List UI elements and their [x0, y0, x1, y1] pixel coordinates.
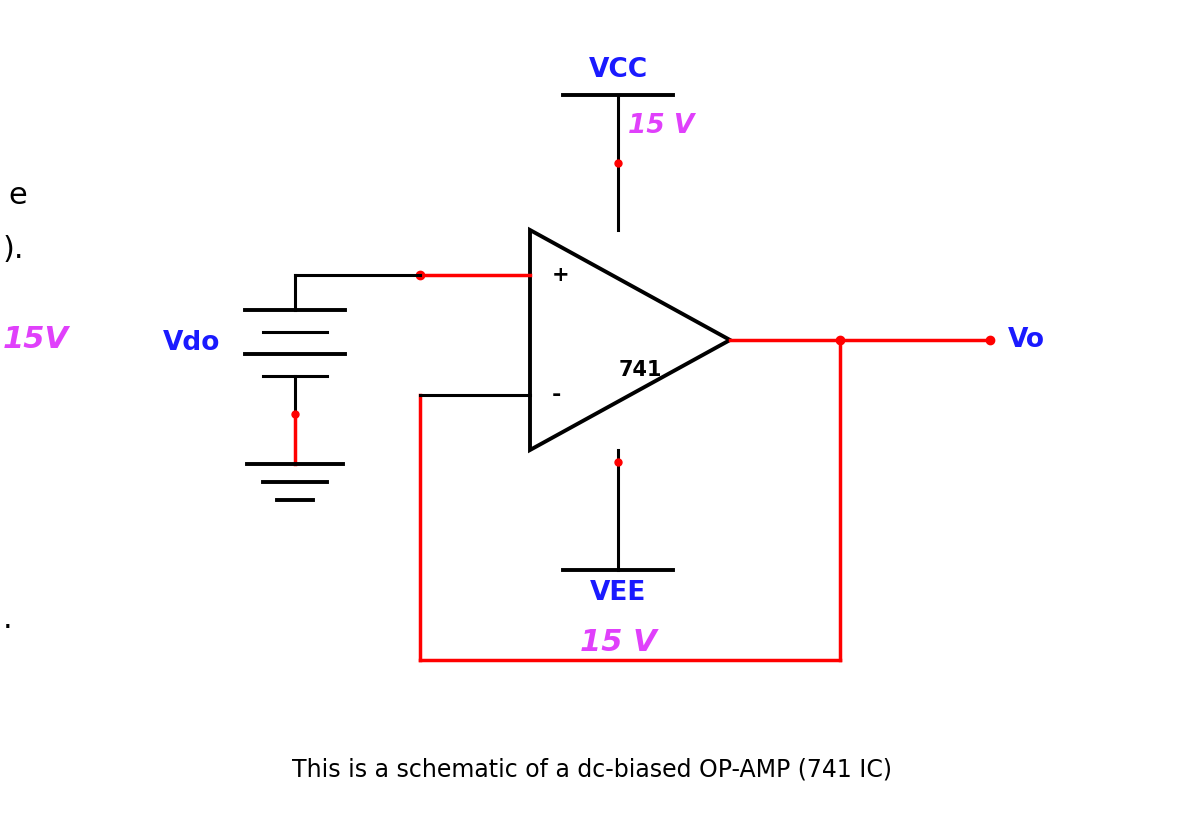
Text: 15 V: 15 V — [580, 628, 656, 657]
Text: -: - — [552, 385, 561, 405]
Text: 15 V: 15 V — [628, 113, 694, 139]
Text: e: e — [8, 181, 27, 210]
Text: 15V: 15V — [4, 325, 69, 354]
Text: VCC: VCC — [588, 57, 648, 83]
Text: This is a schematic of a dc-biased OP-AMP (741 IC): This is a schematic of a dc-biased OP-AM… — [292, 758, 892, 782]
Text: Vdo: Vdo — [162, 330, 220, 356]
Text: ).: ). — [4, 235, 25, 264]
Text: VEE: VEE — [590, 580, 646, 606]
Text: Vo: Vo — [1008, 327, 1045, 353]
Text: 741: 741 — [618, 360, 662, 380]
Text: +: + — [552, 265, 570, 285]
Text: .: . — [4, 605, 13, 634]
